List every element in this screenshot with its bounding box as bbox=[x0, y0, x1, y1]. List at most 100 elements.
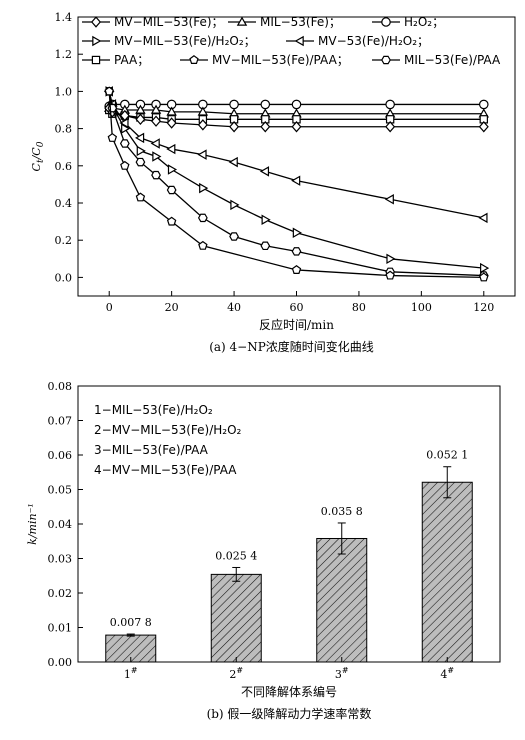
value-label-2: 0.025 4 bbox=[215, 549, 257, 562]
bar-2 bbox=[210, 573, 262, 663]
y-tick-label-b: 0.04 bbox=[48, 518, 73, 531]
legend-entry: MV−MIL−53(Fe)/PAA； bbox=[212, 53, 349, 67]
legend-entry-b: 1−MIL−53(Fe)/H₂O₂ bbox=[94, 403, 213, 417]
value-label-3: 0.035 8 bbox=[321, 505, 363, 518]
data-point-diamond bbox=[291, 121, 302, 133]
legend-marker-square bbox=[91, 55, 101, 65]
data-point-triangle-left bbox=[197, 149, 207, 160]
y-tick-label-a: 0.6 bbox=[55, 160, 73, 173]
data-point-diamond bbox=[166, 117, 177, 129]
value-label-4: 0.052 1 bbox=[426, 449, 468, 462]
series-line-triangle-left bbox=[108, 91, 484, 219]
y-tick-label-b: 0.06 bbox=[48, 449, 73, 462]
legend-marker-hexagon bbox=[381, 55, 391, 65]
data-point-triangle-left bbox=[291, 175, 301, 186]
x-tick-label-a: 80 bbox=[352, 301, 366, 314]
x-axis-label-a: 反应时间/min bbox=[259, 317, 334, 332]
legend-entry: PAA； bbox=[114, 53, 149, 67]
data-point-diamond bbox=[229, 121, 240, 133]
bar-4 bbox=[421, 481, 473, 663]
y-tick-label-a: 0.8 bbox=[55, 123, 73, 136]
data-point-pentagon bbox=[135, 192, 146, 202]
legend-marker-diamond bbox=[91, 16, 101, 28]
x-tick-label-a: 100 bbox=[411, 301, 432, 314]
data-point-pentagon bbox=[291, 265, 302, 274]
data-point-hexagon bbox=[151, 170, 161, 180]
legend-entry: MV−53(Fe)/H₂O₂； bbox=[318, 34, 429, 48]
legend-entry-b: 3−MIL−53(Fe)/PAA bbox=[94, 443, 209, 457]
data-point-pentagon bbox=[479, 272, 489, 282]
legend-marker-triangle-up bbox=[236, 16, 248, 26]
data-point-triangle-left bbox=[166, 143, 176, 155]
data-point-triangle-left bbox=[478, 212, 488, 224]
data-point-diamond bbox=[151, 115, 162, 127]
y-tick-label-b: 0.00 bbox=[48, 656, 73, 669]
data-point-triangle-left bbox=[259, 166, 270, 177]
data-point-hexagon bbox=[197, 213, 208, 223]
y-tick-label-a: 0.0 bbox=[55, 271, 73, 284]
category-label-4: 4# bbox=[440, 666, 454, 681]
data-point-triangle-left bbox=[135, 132, 145, 144]
caption-a: (a) 4−NP浓度随时间变化曲线 bbox=[209, 339, 374, 354]
x-axis-label-b: 不同降解体系编号 bbox=[241, 684, 337, 699]
data-point-diamond bbox=[260, 121, 271, 133]
data-point-triangle-right bbox=[199, 182, 209, 194]
data-point-triangle-right bbox=[121, 123, 131, 134]
data-point-triangle-left bbox=[119, 117, 129, 129]
data-point-triangle-right bbox=[386, 253, 396, 265]
data-point-triangle-up bbox=[197, 106, 209, 116]
legend-entry-b: 2−MV−MIL−53(Fe)/H₂O₂ bbox=[94, 423, 242, 437]
series-pentagon bbox=[104, 86, 489, 282]
data-point-diamond bbox=[135, 113, 146, 126]
data-point-hexagon bbox=[229, 232, 239, 241]
x-tick-label-a: 120 bbox=[473, 301, 494, 314]
data-point-pentagon bbox=[104, 86, 114, 96]
data-point-triangle-right bbox=[292, 227, 302, 238]
x-tick-label-a: 60 bbox=[290, 301, 304, 314]
series-line-hexagon bbox=[108, 91, 484, 277]
data-point-hexagon bbox=[107, 103, 118, 113]
y-tick-label-a: 0.4 bbox=[55, 197, 73, 210]
category-label-3: 3# bbox=[335, 666, 349, 681]
data-point-triangle-left bbox=[384, 194, 394, 205]
legend-b: 1−MIL−53(Fe)/H₂O₂ 2−MV−MIL−53(Fe)/H₂O₂ 3−M… bbox=[94, 403, 242, 477]
bar-3 bbox=[316, 537, 368, 663]
data-point-circle bbox=[291, 99, 302, 110]
y-tick-label-b: 0.03 bbox=[48, 553, 73, 566]
data-point-hexagon bbox=[291, 247, 302, 256]
data-point-triangle-right bbox=[261, 214, 271, 225]
data-point-hexagon bbox=[119, 139, 130, 148]
x-tick-label-a: 40 bbox=[227, 301, 241, 314]
value-label-1: 0.007 8 bbox=[110, 616, 152, 629]
x-tick-label-a: 20 bbox=[165, 301, 179, 314]
data-point-pentagon bbox=[166, 216, 177, 226]
legend-entry: H₂O₂； bbox=[404, 15, 444, 29]
data-point-diamond bbox=[197, 119, 208, 131]
data-point-triangle-left bbox=[228, 156, 238, 168]
x-tick-label-a: 0 bbox=[106, 301, 113, 314]
legend-entry: MV−MIL−53(Fe)； bbox=[114, 15, 224, 29]
data-point-pentagon bbox=[107, 132, 118, 142]
data-point-triangle-left bbox=[150, 138, 160, 149]
data-point-hexagon bbox=[260, 241, 271, 251]
legend-entry: MIL−53(Fe)； bbox=[260, 15, 341, 29]
legend-entry: MIL−53(Fe)/PAA bbox=[404, 53, 501, 67]
legend-entry-b: 4−MV−MIL−53(Fe)/PAA bbox=[94, 463, 237, 477]
data-point-circle bbox=[385, 99, 395, 110]
legend-marker-triangle-left bbox=[294, 35, 304, 47]
data-point-triangle-right bbox=[167, 164, 178, 175]
data-point-circle bbox=[229, 99, 239, 110]
data-point-triangle-right bbox=[230, 199, 240, 211]
data-point-pentagon bbox=[385, 270, 395, 280]
data-point-triangle-up bbox=[166, 106, 177, 116]
y-tick-label-b: 0.01 bbox=[48, 622, 73, 635]
data-point-circle bbox=[478, 99, 489, 110]
category-label-2: 2# bbox=[229, 666, 243, 681]
caption-b: (b) 假一级降解动力学速率常数 bbox=[207, 706, 372, 721]
data-point-triangle-right bbox=[480, 262, 490, 274]
legend-marker-triangle-right bbox=[92, 35, 102, 47]
y-tick-label-b: 0.08 bbox=[48, 380, 73, 393]
legend-a: MV−MIL−53(Fe)； MIL−53(Fe)； H₂O₂； MV−MIL−53(… bbox=[82, 15, 501, 67]
legend-marker-circle bbox=[381, 17, 391, 27]
